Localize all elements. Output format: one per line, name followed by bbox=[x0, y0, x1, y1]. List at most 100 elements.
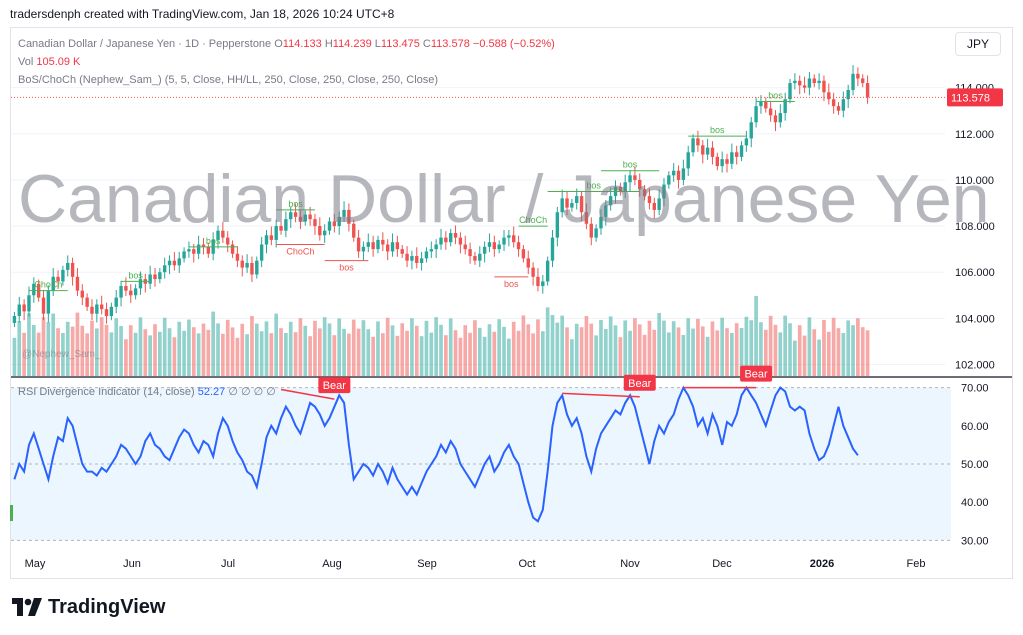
volume-bar bbox=[221, 333, 225, 376]
volume-bar bbox=[366, 329, 371, 376]
price-tick-label: 110.000 bbox=[955, 175, 994, 187]
ohlc-low: L113.475 bbox=[374, 38, 420, 50]
candle-body bbox=[61, 269, 65, 282]
candle-body bbox=[662, 184, 666, 199]
bos-label: bos bbox=[206, 236, 221, 246]
volume-bar bbox=[773, 324, 778, 376]
candle-body bbox=[686, 152, 690, 169]
volume-bar bbox=[565, 327, 569, 376]
volume-bar bbox=[570, 339, 574, 376]
volume-bar bbox=[337, 318, 342, 376]
candle-body bbox=[371, 242, 375, 250]
currency-button[interactable]: JPY bbox=[955, 32, 1001, 56]
candle-body bbox=[187, 249, 191, 252]
volume-bar bbox=[720, 317, 724, 376]
candle-body bbox=[415, 256, 419, 263]
rsi-line bbox=[13, 385, 859, 523]
rsi-tick-label: 40.00 bbox=[961, 497, 989, 509]
time-tick-label: 2026 bbox=[810, 558, 834, 570]
volume-bar bbox=[477, 327, 482, 376]
candle-body bbox=[681, 168, 686, 180]
volume-bar bbox=[531, 333, 535, 376]
volume-bar bbox=[686, 318, 691, 376]
indicator-legend-row[interactable]: BoS/ChoCh (Nephew_Sam_) (5, 5, Close, HH… bbox=[18, 74, 439, 86]
volume-legend-row[interactable]: Vol 105.09 K bbox=[18, 53, 555, 71]
volume-bar bbox=[788, 323, 792, 376]
candle-body bbox=[444, 237, 448, 243]
bos-label: bos bbox=[504, 279, 519, 289]
candle-body bbox=[642, 189, 647, 197]
price-legend: Canadian Dollar / Japanese Yen · 1D · Pe… bbox=[18, 35, 555, 89]
volume-bar bbox=[584, 316, 589, 376]
price-tick-label: 104.000 bbox=[955, 313, 995, 325]
candle-body bbox=[80, 290, 84, 298]
candle-body bbox=[289, 212, 293, 220]
volume-bar bbox=[540, 331, 545, 376]
symbol-legend-row[interactable]: Canadian Dollar / Japanese Yen · 1D · Pe… bbox=[18, 35, 555, 53]
volume-bar bbox=[182, 330, 186, 376]
candle-body bbox=[497, 244, 501, 250]
candle-body bbox=[434, 244, 438, 250]
volume-bar bbox=[94, 328, 99, 376]
divergence-label: Bear bbox=[628, 378, 652, 390]
volume-bar bbox=[390, 325, 395, 376]
volume-bar bbox=[831, 317, 836, 376]
candle-body bbox=[303, 214, 307, 222]
candle-body bbox=[17, 304, 21, 317]
candle-body bbox=[206, 246, 211, 254]
volume-bar bbox=[550, 315, 555, 376]
volume-bar bbox=[444, 335, 448, 376]
volume-bar bbox=[201, 323, 206, 376]
candle-body bbox=[861, 78, 865, 84]
candle-body bbox=[66, 262, 70, 270]
volume-bar bbox=[482, 336, 487, 376]
candle-body bbox=[381, 239, 385, 245]
volume-bar bbox=[822, 320, 826, 376]
candle-body bbox=[342, 209, 346, 217]
volume-bar bbox=[652, 329, 657, 376]
candle-body bbox=[172, 260, 177, 266]
candle-body bbox=[337, 216, 341, 227]
candle-body bbox=[385, 244, 390, 252]
candle-body bbox=[129, 290, 133, 296]
candle-body bbox=[182, 251, 186, 259]
divergence-badge bbox=[318, 377, 351, 394]
volume-bar bbox=[196, 333, 201, 376]
bos-label: ChoCh bbox=[519, 215, 547, 225]
candle-body bbox=[99, 304, 104, 310]
divergence-label: Bear bbox=[744, 369, 768, 381]
volume-bar bbox=[574, 323, 579, 376]
volume-bar bbox=[671, 321, 676, 376]
candle-body bbox=[778, 113, 783, 123]
volume-bar bbox=[691, 328, 695, 376]
volume-bar bbox=[856, 318, 860, 376]
candle-body bbox=[468, 249, 472, 257]
candle-body bbox=[196, 244, 201, 254]
volume-bar bbox=[555, 322, 560, 376]
volume-bar bbox=[618, 337, 623, 376]
candle-body bbox=[822, 80, 826, 93]
volume-bar bbox=[860, 327, 865, 376]
volume-bar bbox=[245, 334, 249, 376]
volume-bar bbox=[332, 335, 337, 376]
candle-body bbox=[628, 175, 632, 183]
volume-bar bbox=[385, 317, 390, 376]
time-tick-label: Feb bbox=[907, 558, 926, 570]
chart-frame[interactable] bbox=[10, 27, 1013, 579]
candle-body bbox=[352, 223, 356, 238]
last-price-badge bbox=[947, 88, 1003, 107]
volume-label: Vol bbox=[18, 56, 34, 68]
candle-body bbox=[41, 297, 46, 314]
tradingview-logo[interactable]: TradingView bbox=[12, 595, 165, 619]
candle-body bbox=[793, 80, 797, 84]
candle-body bbox=[332, 221, 337, 227]
volume-bar bbox=[507, 338, 511, 376]
candle-body bbox=[259, 244, 264, 261]
candle-body bbox=[70, 262, 75, 277]
volume-bar bbox=[90, 320, 94, 376]
rsi-legend[interactable]: RSI Divergence Indicator (14, close) 52.… bbox=[18, 385, 276, 398]
volume-bar bbox=[487, 324, 492, 376]
candle-body bbox=[473, 256, 477, 261]
volume-bar bbox=[608, 316, 613, 376]
